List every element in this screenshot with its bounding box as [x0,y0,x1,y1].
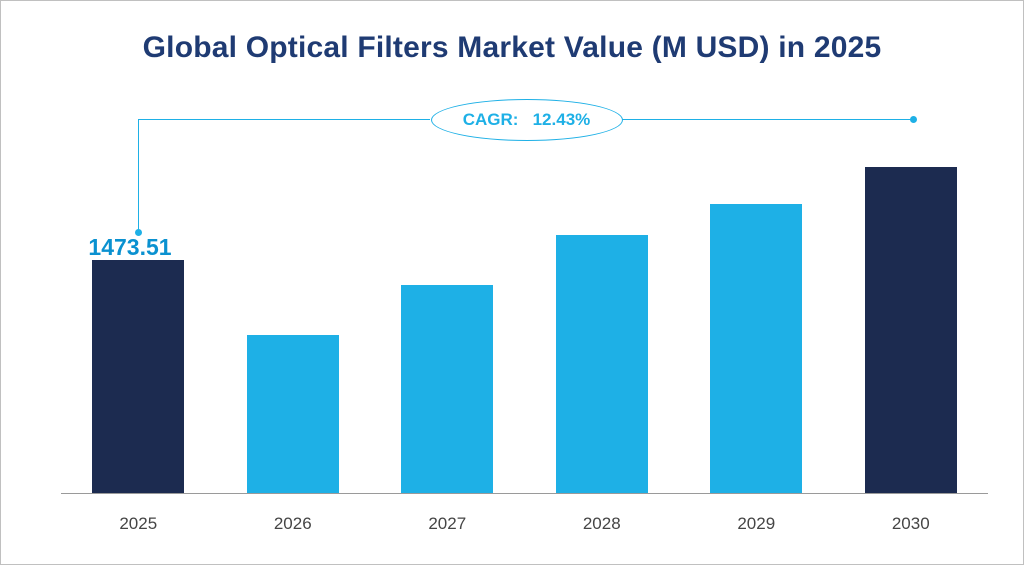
bar [865,167,957,494]
bars-container [61,131,988,494]
cagr-connector-left [138,119,430,120]
x-axis-label: 2025 [61,514,216,534]
chart-title: Global Optical Filters Market Value (M U… [31,31,993,65]
bar [556,235,648,494]
x-axis-label: 2028 [525,514,680,534]
x-axis-label: 2029 [679,514,834,534]
plot-area [61,131,988,494]
x-axis-label: 2026 [216,514,371,534]
x-axis-line [61,493,988,494]
bar-slot [834,131,989,494]
bar-slot [216,131,371,494]
cagr-connector-right [621,119,913,120]
chart-frame: Global Optical Filters Market Value (M U… [0,0,1024,565]
bar [710,204,802,494]
bar-slot [525,131,680,494]
bar [247,335,339,494]
x-axis-label: 2030 [834,514,989,534]
bar [92,260,184,494]
cagr-end-dot [910,116,917,123]
bar-slot [61,131,216,494]
bar-slot [679,131,834,494]
x-axis-labels: 202520262027202820292030 [61,514,988,534]
bar-slot [370,131,525,494]
x-axis-label: 2027 [370,514,525,534]
bar [401,285,493,494]
